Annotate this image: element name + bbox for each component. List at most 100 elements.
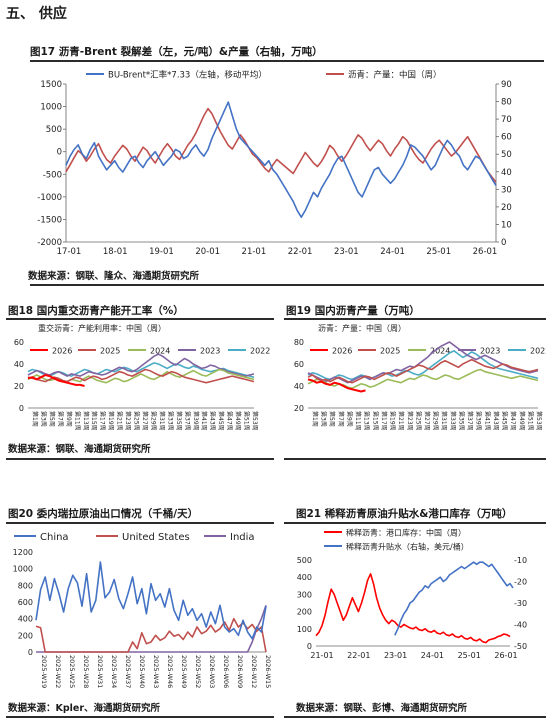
fig18-chart: 重交沥青：产能利用率：中国（周） 2026 2025 2024 2023 2022 60 40… bbox=[14, 323, 271, 431]
fig21-title: 图21 稀释沥青原油升贴水&港口库存（万吨） bbox=[296, 508, 513, 520]
fig20-x-tick: 2025-W22 bbox=[54, 655, 62, 688]
fig18-y-tick: 20 bbox=[14, 382, 24, 391]
fig19-x-tick: 第3周 bbox=[320, 411, 328, 427]
fig20-chart: China United States India 1200 1000 800 600 400… bbox=[13, 532, 272, 688]
fig18-x-tick: 第43周 bbox=[209, 411, 217, 431]
fig19-bottom-rule bbox=[284, 458, 546, 460]
fig18-x-tick: 第15周 bbox=[90, 411, 98, 431]
fig19-subtitle: 沥青：产量：中国（周） bbox=[318, 323, 406, 333]
fig19-x-tick: 第31周 bbox=[440, 411, 448, 431]
fig21-bottom-rule bbox=[284, 716, 546, 718]
fig18-x-tick: 第41周 bbox=[200, 411, 208, 431]
fig18-x-tick: 第13周 bbox=[82, 411, 90, 431]
fig19-x-tick: 第37周 bbox=[466, 411, 474, 431]
fig20-x-tick: 2025-W34 bbox=[110, 655, 118, 688]
fig20-x-tick: 2025-W49 bbox=[180, 655, 188, 688]
fig19-x-tick: 第41周 bbox=[483, 411, 491, 431]
fig19-x-tick: 第21周 bbox=[397, 411, 405, 431]
fig18-x-tick: 第37周 bbox=[183, 411, 191, 431]
fig18-x-tick: 第47周 bbox=[226, 411, 234, 431]
fig18-x-tick: 第1周 bbox=[31, 411, 39, 427]
fig19-series-2026 bbox=[307, 378, 366, 393]
fig18-series-2026 bbox=[27, 374, 85, 387]
fig18-top-rule bbox=[6, 318, 274, 320]
fig17-yright-tick: 20 bbox=[501, 203, 512, 213]
fig19-title: 图19 国内沥青产量（万吨） bbox=[286, 305, 420, 317]
fig18-x-tick: 第17周 bbox=[99, 411, 107, 431]
fig19-legend-2023-label: 2023 bbox=[480, 347, 500, 356]
fig18-series-2025 bbox=[27, 368, 255, 384]
fig17-yright-tick: 0 bbox=[501, 238, 506, 248]
fig20-x-tick: 2025-W19 bbox=[40, 655, 48, 688]
fig19-y-tick: 80 bbox=[294, 338, 304, 347]
fig18-x-tick: 第19周 bbox=[107, 411, 115, 431]
fig20-series-0 bbox=[35, 561, 267, 640]
fig19-x-tick: 第5周 bbox=[328, 411, 336, 427]
fig19-legend-2024-label: 2024 bbox=[430, 347, 450, 356]
fig20-x-tick: 2025-W46 bbox=[166, 655, 174, 688]
fig17-yright-tick: 70 bbox=[501, 115, 512, 125]
fig19-x-tick: 第23周 bbox=[406, 411, 414, 431]
fig17-top-rule bbox=[30, 60, 544, 62]
fig17-source: 数据来源：钢联、隆众、海通期货研究所 bbox=[28, 271, 200, 282]
fig19-series-2023 bbox=[307, 341, 539, 384]
fig18-y-tick: 40 bbox=[14, 360, 24, 369]
fig19-legend-2022-label: 2022 bbox=[530, 347, 546, 356]
fig17-title: 图17 沥青-Brent 裂解差（左，元/吨）&产量（右轴，万吨） bbox=[30, 46, 323, 58]
fig19-x-tick: 第13周 bbox=[363, 411, 371, 431]
fig21-yleft-tick: 200 bbox=[297, 608, 312, 617]
fig18-series-2023 bbox=[27, 353, 255, 377]
fig20-x-tick: 2025-W28 bbox=[82, 655, 90, 688]
fig19-x-tick: 第11周 bbox=[354, 411, 362, 431]
fig19-x-tick: 第43周 bbox=[492, 411, 500, 431]
fig18-legend-2023-label: 2023 bbox=[200, 347, 220, 356]
fig21-series-premium bbox=[394, 561, 514, 636]
fig20-title: 图20 委内瑞拉原油出口情况（千桶/天） bbox=[8, 508, 199, 520]
fig18-x-tick: 第21周 bbox=[116, 411, 124, 431]
fig19-x-tick: 第1周 bbox=[311, 411, 319, 427]
fig21-x-tick: 23-01 bbox=[384, 651, 407, 660]
fig19-x-tick: 第9周 bbox=[345, 411, 353, 427]
fig17-chart: BU-Brent*汇率*7.33（左轴，移动平均） 沥青：产量：中国（周） 1500… bbox=[37, 70, 512, 258]
fig17-x-tick: 19-01 bbox=[149, 247, 174, 257]
fig19-chart: 沥青：产量：中国（周） 2026 2025 2024 2023 2022 80 60 40 20 第… bbox=[294, 323, 546, 431]
fig20-legend-1-label: United States bbox=[122, 532, 190, 543]
fig20-x-tick: 2025-W52 bbox=[194, 655, 202, 688]
fig19-x-tick: 第19周 bbox=[389, 411, 397, 431]
fig20-series-2 bbox=[36, 605, 267, 653]
fig17-x-tick: 26-01 bbox=[473, 247, 498, 257]
fig20-x-tick: 2026-W09 bbox=[236, 655, 244, 688]
fig17-yright-tick: 60 bbox=[501, 133, 512, 143]
fig17-x-tick: 23-01 bbox=[334, 247, 359, 257]
fig21-yleft-tick: 0 bbox=[307, 642, 312, 651]
fig17-yleft-tick: -1000 bbox=[37, 193, 62, 203]
fig19-x-tick: 第27周 bbox=[423, 411, 431, 431]
fig17-yright-tick: 50 bbox=[501, 150, 512, 160]
fig18-legend-2022-label: 2022 bbox=[250, 347, 270, 356]
fig18-x-tick: 第23周 bbox=[124, 411, 132, 431]
fig20-legend-0-label: China bbox=[40, 532, 69, 543]
fig19-y-tick: 40 bbox=[294, 382, 304, 391]
fig20-x-tick: 2025-W37 bbox=[124, 655, 132, 688]
fig17-series-production bbox=[65, 107, 497, 183]
fig20-x-tick: 2026-W03 bbox=[208, 655, 216, 688]
fig19-x-tick: 第25周 bbox=[414, 411, 422, 431]
fig18-x-tick: 第49周 bbox=[234, 411, 242, 431]
fig21-yright-tick: -40 bbox=[514, 621, 527, 630]
fig17-yleft-tick: 0 bbox=[57, 148, 62, 158]
fig19-x-tick: 第49周 bbox=[518, 411, 526, 431]
fig17-yright-tick: 10 bbox=[501, 220, 512, 230]
fig18-legend-2024-label: 2024 bbox=[150, 347, 170, 356]
fig17-yright-tick: 80 bbox=[501, 98, 512, 108]
fig21-legend-0-label: 稀释沥青：港口库存：中国（周） bbox=[346, 528, 466, 538]
fig18-subtitle: 重交沥青：产能利用率：中国（周） bbox=[38, 323, 166, 333]
fig21-x-tick: 24-01 bbox=[421, 651, 444, 660]
fig19-x-tick: 第33周 bbox=[449, 411, 457, 431]
fig20-x-tick: 2025-W25 bbox=[68, 655, 76, 688]
fig18-x-tick: 第7周 bbox=[56, 411, 64, 427]
fig17-legend-1-label: 沥青：产量：中国（周） bbox=[348, 70, 442, 81]
fig18-x-tick: 第29周 bbox=[149, 411, 157, 431]
fig21-yright-tick: -10 bbox=[514, 556, 527, 565]
fig19-y-tick: 20 bbox=[294, 404, 304, 413]
fig21-x-tick: 26-01 bbox=[494, 651, 517, 660]
